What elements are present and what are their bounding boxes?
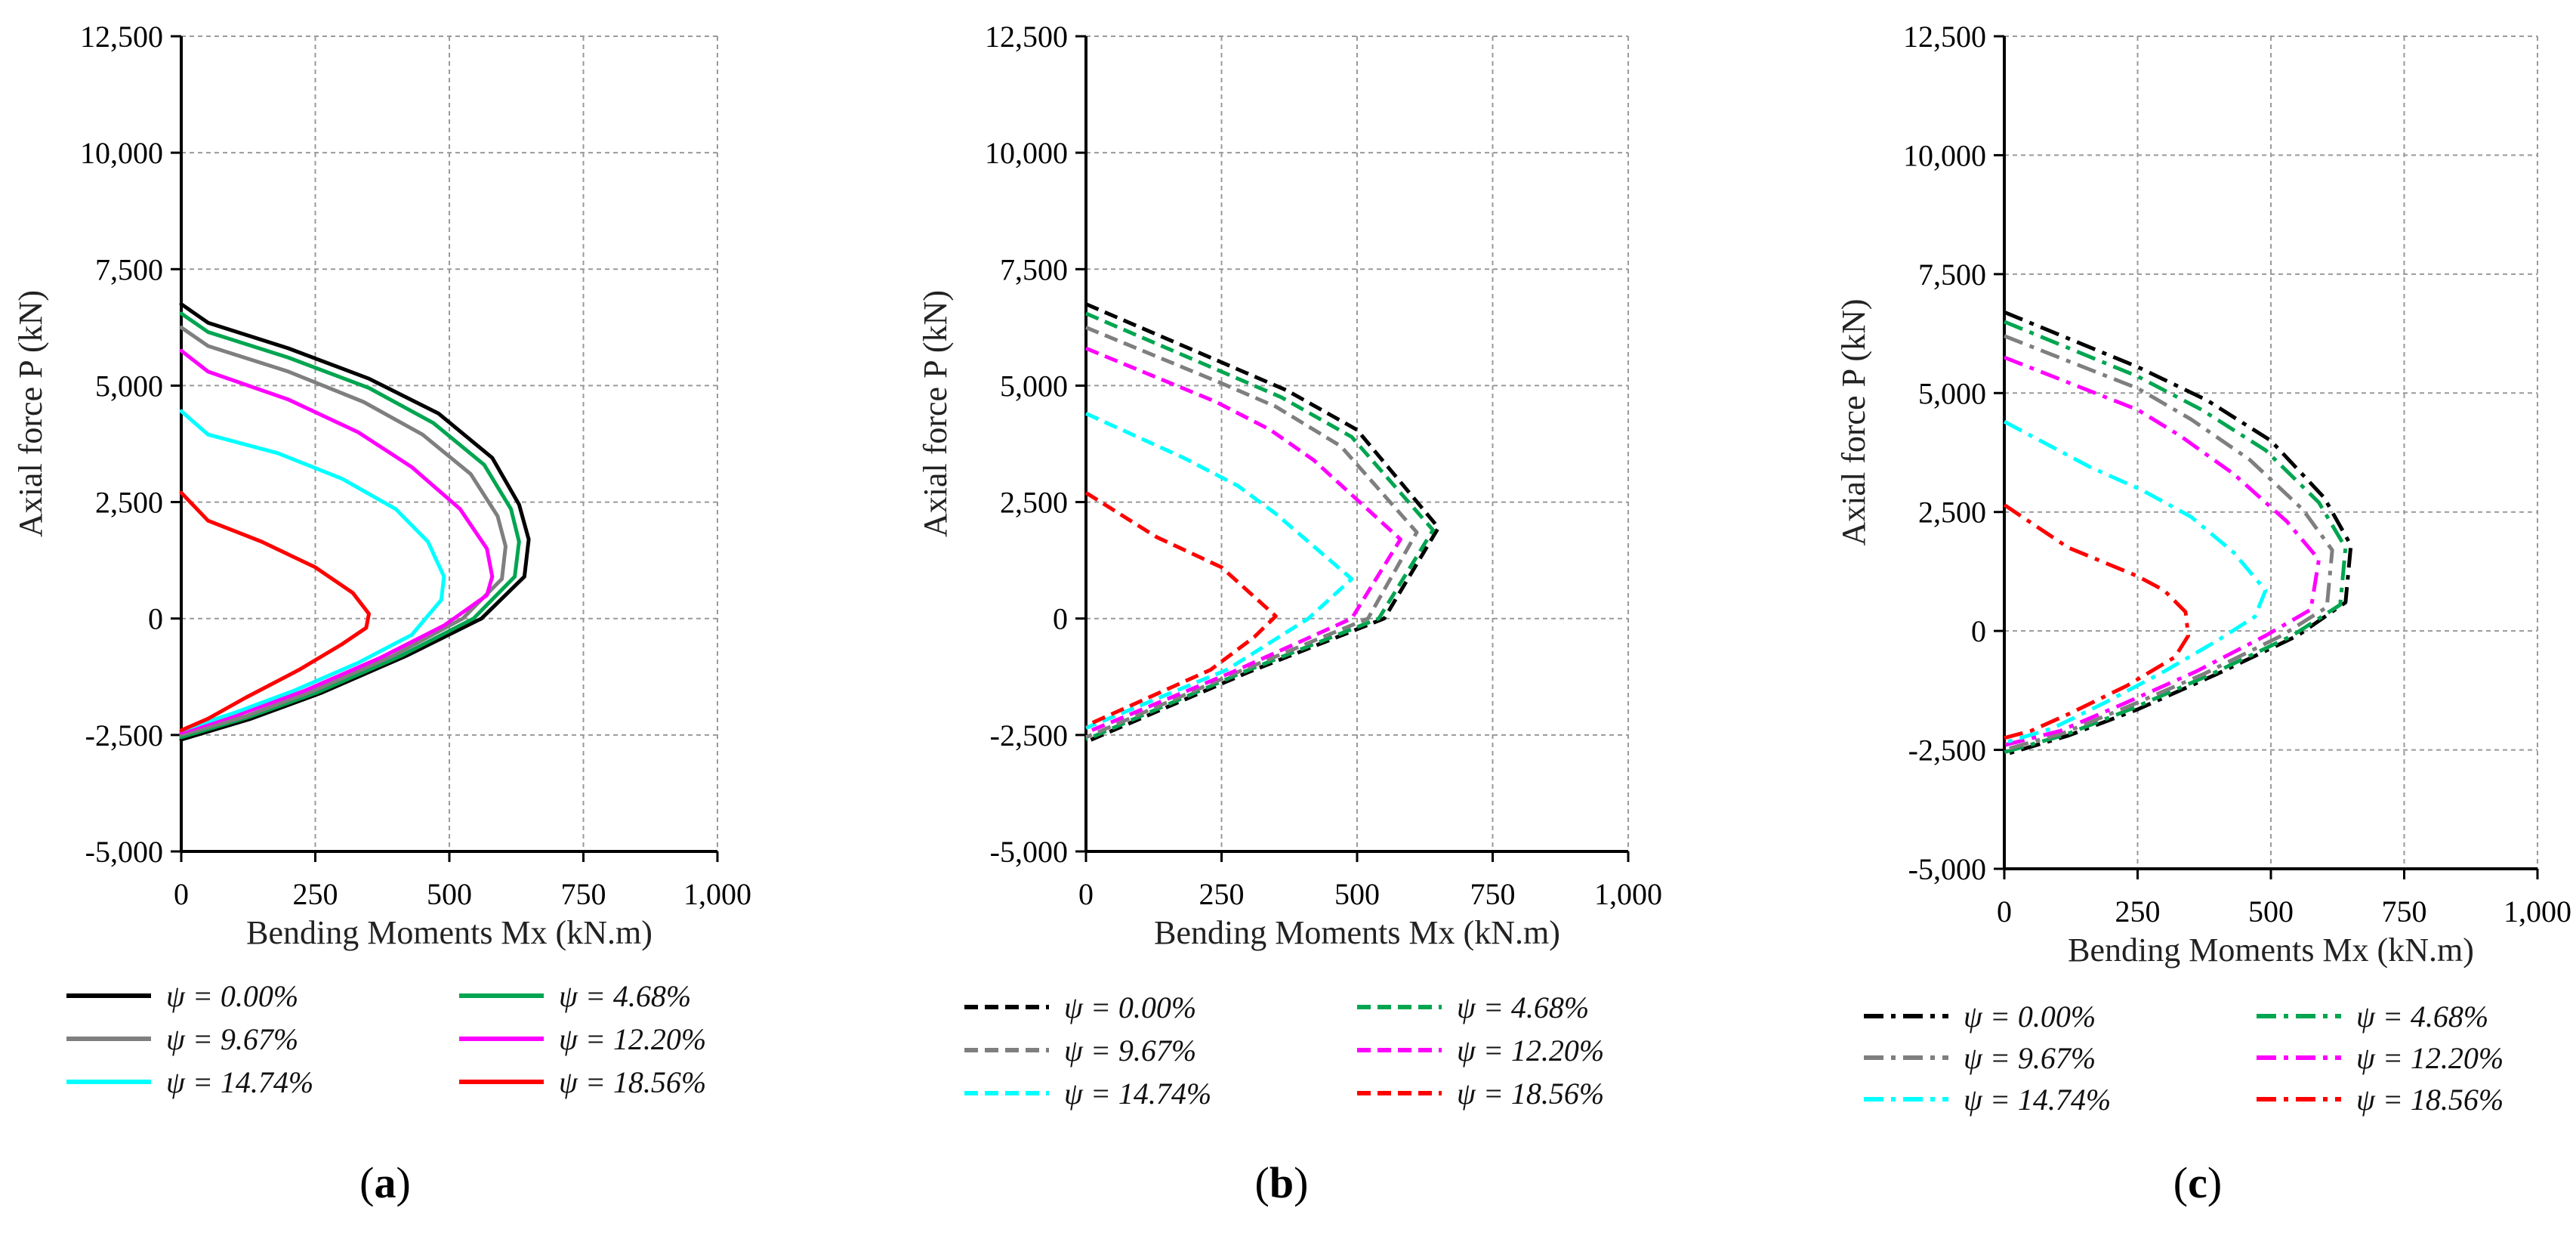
legend-label: ψ = 4.68% <box>559 979 691 1013</box>
y-axis-label: Axial force P (kN) <box>12 290 49 537</box>
series-line <box>1084 412 1354 730</box>
legend-label: ψ = 9.67% <box>1964 1041 2096 1075</box>
y-tick-label: 12,500 <box>80 20 163 54</box>
legend-label: ψ = 18.56% <box>2356 1083 2504 1117</box>
legend-label: ψ = 14.74% <box>166 1065 313 1099</box>
y-axis-label: Axial force P (kN) <box>1835 298 1872 545</box>
series-line <box>179 302 531 742</box>
x-axis-label: Bending Moments Mx (kN.m) <box>1154 914 1560 951</box>
y-tick-label: 12,500 <box>985 20 1068 54</box>
panel-label: (b) <box>1255 1158 1309 1207</box>
series-line <box>179 325 507 737</box>
x-tick-label: 0 <box>174 877 189 911</box>
y-tick-label: 2,500 <box>1918 496 1986 530</box>
series-line <box>1084 491 1278 728</box>
y-tick-label: 2,500 <box>1000 486 1068 520</box>
series-line <box>179 348 495 735</box>
x-tick-label: 500 <box>427 877 472 911</box>
y-tick-label: 10,000 <box>80 136 163 170</box>
series-line <box>1085 326 1419 740</box>
y-tick-label: 5,000 <box>95 369 163 403</box>
x-axis-label: Bending Moments Mx (kN.m) <box>2068 932 2474 969</box>
y-tick-label: 10,000 <box>1903 138 1986 172</box>
y-tick-label: 0 <box>148 602 163 636</box>
x-tick-label: 250 <box>1199 877 1245 911</box>
x-tick-label: 750 <box>1470 877 1516 911</box>
y-tick-label: 7,500 <box>1918 258 1986 292</box>
y-tick-label: -5,000 <box>85 835 163 869</box>
y-tick-label: 5,000 <box>1000 369 1068 403</box>
legend-label: ψ = 18.56% <box>559 1065 706 1099</box>
series-line <box>179 311 521 740</box>
y-tick-label: 7,500 <box>95 252 163 286</box>
y-tick-label: -2,500 <box>1908 734 1986 768</box>
x-tick-label: 500 <box>1334 877 1380 911</box>
x-tick-label: 250 <box>293 877 338 911</box>
y-tick-label: 5,000 <box>1918 376 1986 410</box>
chart-panel-c: -5,000 -2,500 0 2,500 5,000 7,500 10,000 12,500… <box>1835 20 2571 1207</box>
series-line <box>2004 320 2348 755</box>
series-line <box>2003 503 2191 740</box>
y-tick-label: -2,500 <box>990 718 1068 752</box>
series-line <box>179 409 446 733</box>
legend-label: ψ = 18.56% <box>1457 1077 1604 1111</box>
legend-label: ψ = 9.67% <box>1064 1034 1196 1068</box>
y-tick-label: 12,500 <box>1903 20 1986 54</box>
series-line <box>1085 302 1441 744</box>
x-tick-label: 1,000 <box>1594 877 1662 911</box>
x-tick-label: 1,000 <box>683 877 751 911</box>
legend-label: ψ = 14.74% <box>1964 1083 2111 1117</box>
chart-panel-b: -5,000 -2,500 0 2,500 5,000 7,500 10,000 12,500… <box>917 20 1662 1207</box>
legend-label: ψ = 0.00% <box>1064 990 1196 1024</box>
x-tick-label: 750 <box>2382 894 2427 928</box>
legend-label: ψ = 9.67% <box>166 1022 298 1056</box>
series-line <box>1085 311 1435 742</box>
chart-panel-a: -5,000 -2,500 0 2,500 5,000 7,500 10,000 12,500… <box>12 20 751 1207</box>
y-tick-label: 2,500 <box>95 486 163 520</box>
y-tick-label: 0 <box>1971 614 1986 648</box>
series-line <box>1085 346 1402 735</box>
x-tick-label: 0 <box>1078 877 1094 911</box>
y-tick-label: -5,000 <box>990 835 1068 869</box>
legend-label: ψ = 0.00% <box>166 979 298 1013</box>
legend-label: ψ = 0.00% <box>1964 1000 2096 1034</box>
series-line <box>2004 334 2334 752</box>
panel-label: (a) <box>359 1158 411 1207</box>
legend-label: ψ = 4.68% <box>1457 990 1589 1024</box>
y-tick-label: -5,000 <box>1908 852 1986 886</box>
x-tick-label: 0 <box>1997 894 2012 928</box>
y-tick-label: -2,500 <box>85 718 163 752</box>
series-line <box>2004 355 2321 747</box>
y-tick-label: 7,500 <box>1000 252 1068 286</box>
y-tick-label: 0 <box>1053 602 1068 636</box>
series-line <box>2004 310 2353 757</box>
panel-label: (c) <box>2173 1158 2222 1207</box>
legend-label: ψ = 12.20% <box>1457 1034 1604 1068</box>
series-line <box>179 490 371 733</box>
y-tick-label: 10,000 <box>985 136 1068 170</box>
legend-label: ψ = 12.20% <box>559 1022 706 1056</box>
series-line <box>2003 419 2268 745</box>
x-tick-label: 1,000 <box>2504 894 2571 928</box>
legend-label: ψ = 4.68% <box>2356 1000 2488 1034</box>
x-tick-label: 250 <box>2115 894 2161 928</box>
x-tick-label: 750 <box>561 877 606 911</box>
x-tick-label: 500 <box>2248 894 2294 928</box>
x-axis-label: Bending Moments Mx (kN.m) <box>246 914 652 951</box>
legend-label: ψ = 12.20% <box>2356 1041 2504 1075</box>
legend-label: ψ = 14.74% <box>1064 1077 1211 1111</box>
y-axis-label: Axial force P (kN) <box>917 290 954 537</box>
